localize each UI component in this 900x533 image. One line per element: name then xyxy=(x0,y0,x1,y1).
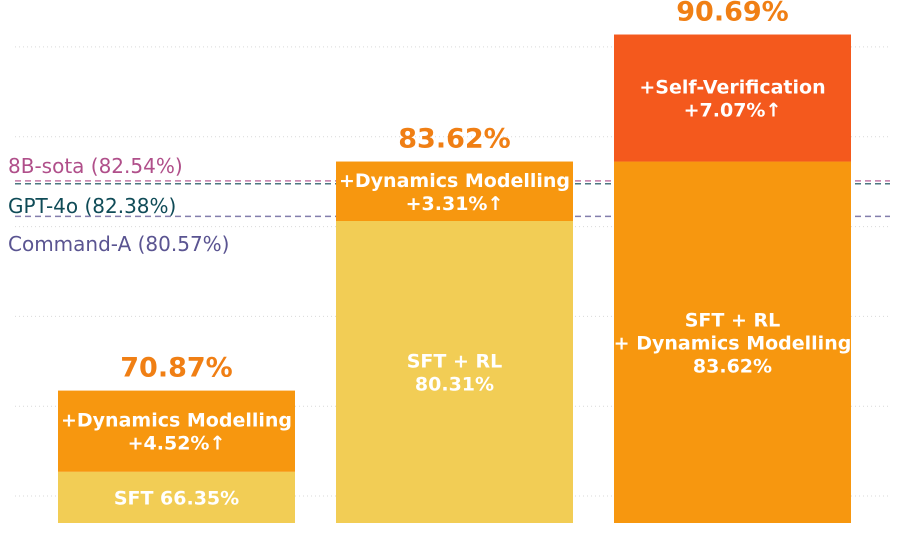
segment-label: +Dynamics Modelling xyxy=(61,410,292,432)
bar-segment xyxy=(614,161,851,523)
bar-total-label: 70.87% xyxy=(120,353,232,384)
segment-label: +7.07%↑ xyxy=(684,100,782,122)
segment-label: SFT + RL xyxy=(407,350,503,372)
segment-label: 83.62% xyxy=(693,355,772,377)
reference-label: 8B-sota (82.54%) xyxy=(8,154,183,178)
bar-segment xyxy=(336,220,573,524)
reference-label: GPT-4o (82.38%) xyxy=(8,194,176,218)
segment-label: +3.31%↑ xyxy=(406,193,504,215)
bar-total-label: 90.69% xyxy=(676,0,788,28)
bar-segment xyxy=(614,34,851,162)
reference-lines xyxy=(15,180,890,218)
bar-segment xyxy=(336,161,573,221)
bar-total-label: 83.62% xyxy=(398,124,510,155)
segment-label: + Dynamics Modelling xyxy=(614,332,852,354)
reference-label: Command-A (80.57%) xyxy=(8,232,229,256)
segment-label: SFT + RL xyxy=(685,309,781,331)
segment-label: +4.52%↑ xyxy=(128,433,226,455)
bar-segment xyxy=(58,471,295,523)
segment-label: 80.31% xyxy=(415,373,494,395)
segment-label: SFT 66.35% xyxy=(114,487,239,509)
bar-group: SFT 66.35% +Dynamics Modelling+4.52%↑ 70.8… xyxy=(58,353,295,523)
bar-segment xyxy=(58,390,295,472)
segment-label: +Self-Verification xyxy=(639,77,825,99)
segment-label: +Dynamics Modelling xyxy=(339,170,570,192)
